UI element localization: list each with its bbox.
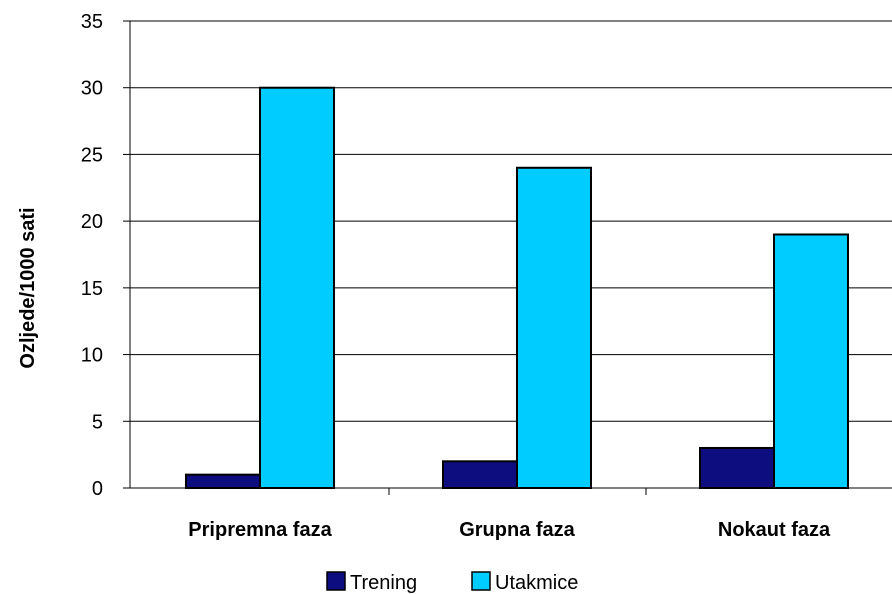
gridlines <box>130 20 892 422</box>
y-tick-label: 25 <box>81 144 103 166</box>
bar-utakmice-1 <box>259 86 335 489</box>
legend-label-trening: Trening <box>350 572 417 594</box>
legend-label-utakmice: Utakmice <box>495 572 578 594</box>
y-tick-labels: 0 5 10 15 20 25 30 35 <box>81 11 103 500</box>
y-tick-label: 35 <box>81 11 103 33</box>
y-tick-label: 0 <box>92 478 103 500</box>
x-category-label: Grupna faza <box>459 519 575 541</box>
y-tick-label: 30 <box>81 78 103 100</box>
y-tick-label: 5 <box>92 411 103 433</box>
y-tick-label: 20 <box>81 211 103 233</box>
bar-utakmice-2 <box>516 166 592 489</box>
y-tick-label: 10 <box>81 345 103 367</box>
legend: Trening Utakmice <box>326 571 578 594</box>
y-tick-label: 15 <box>81 278 103 300</box>
x-category-label: Pripremna faza <box>188 519 332 541</box>
bar-trening-1 <box>185 473 261 489</box>
x-category-labels: Pripremna faza Grupna faza Nokaut faza <box>188 519 831 541</box>
y-axis-title: Ozljede/1000 sati <box>17 207 39 368</box>
bar-utakmice-3 <box>773 233 849 489</box>
legend-swatch-utakmice <box>471 571 491 591</box>
x-category-label: Nokaut faza <box>718 519 831 541</box>
bar-trening-2 <box>442 460 518 490</box>
legend-swatch-trening <box>326 571 346 591</box>
axes <box>123 20 892 495</box>
bar-trening-3 <box>699 446 775 490</box>
